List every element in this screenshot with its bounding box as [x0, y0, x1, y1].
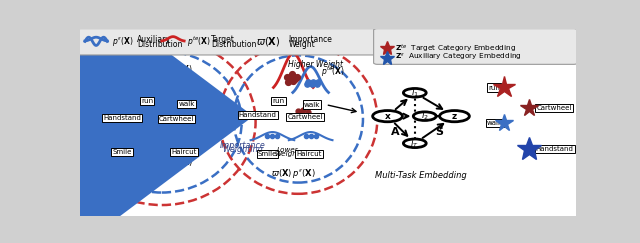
Text: $\varpi(\mathbf{X})$: $\varpi(\mathbf{X})$ — [256, 35, 280, 48]
FancyArrowPatch shape — [328, 105, 356, 113]
Text: Multi-Task Embedding: Multi-Task Embedding — [376, 171, 467, 180]
FancyBboxPatch shape — [374, 29, 577, 64]
Text: Haircut: Haircut — [296, 151, 322, 156]
Text: Handstand: Handstand — [536, 146, 573, 152]
Circle shape — [403, 139, 426, 148]
Text: $\mathbf{x}$: $\mathbf{x}$ — [384, 112, 391, 121]
Text: $\varpi(\mathbf{X})\,p^{\prime\prime}(\mathbf{X})$: $\varpi(\mathbf{X})\,p^{\prime\prime}(\m… — [271, 167, 316, 180]
FancyArrowPatch shape — [403, 114, 408, 119]
Text: Weight: Weight — [275, 150, 300, 157]
Text: $\mathbf{z}$: $\mathbf{z}$ — [451, 112, 458, 121]
Text: walk: walk — [179, 101, 195, 107]
Text: Target: Target — [211, 35, 236, 44]
Circle shape — [413, 112, 436, 121]
Text: $\mathbf{Z}^{te}$  Target Category Embedding: $\mathbf{Z}^{te}$ Target Category Embedd… — [395, 42, 516, 54]
Text: $l_1$: $l_1$ — [411, 87, 419, 99]
Text: Distribution: Distribution — [211, 40, 257, 49]
FancyBboxPatch shape — [80, 29, 576, 53]
Text: $p^{te}(\mathbf{X})$: $p^{te}(\mathbf{X})$ — [321, 65, 345, 79]
Circle shape — [372, 111, 403, 122]
Text: $p^{\prime\prime}(\mathbf{X})$: $p^{\prime\prime}(\mathbf{X})$ — [170, 156, 193, 168]
Text: $l_T$: $l_T$ — [410, 137, 419, 149]
Text: $\mathbf{Z}^{\prime\prime}$  Auxiliary Category Embedding: $\mathbf{Z}^{\prime\prime}$ Auxiliary Ca… — [395, 52, 522, 63]
Text: $\mathbf{S}$: $\mathbf{S}$ — [435, 125, 444, 137]
Text: Importance: Importance — [220, 141, 266, 150]
FancyBboxPatch shape — [77, 29, 380, 55]
Text: Weighting: Weighting — [222, 145, 263, 154]
Text: Cartwheel: Cartwheel — [287, 114, 323, 120]
Text: $p^{\prime\prime}(\mathbf{X})$: $p^{\prime\prime}(\mathbf{X})$ — [112, 35, 134, 48]
Circle shape — [403, 88, 426, 97]
Text: walk: walk — [304, 102, 321, 108]
Text: Higher Weight: Higher Weight — [288, 60, 343, 69]
Text: Smile: Smile — [258, 151, 277, 156]
Text: Handstand: Handstand — [103, 115, 141, 121]
Text: Auxiliary: Auxiliary — [137, 35, 171, 44]
FancyArrowPatch shape — [395, 123, 407, 136]
Text: Weight: Weight — [288, 40, 315, 49]
Text: Cartwheel: Cartwheel — [159, 116, 195, 122]
Text: Smile: Smile — [113, 149, 132, 155]
Text: run: run — [273, 98, 284, 104]
Circle shape — [440, 111, 469, 122]
Text: Importance: Importance — [288, 35, 332, 44]
Text: $l_2$: $l_2$ — [420, 110, 429, 122]
Text: $\mathbf{A}$: $\mathbf{A}$ — [390, 125, 401, 137]
FancyArrowPatch shape — [423, 98, 442, 109]
Text: $p^{te}(\mathbf{X})$: $p^{te}(\mathbf{X})$ — [187, 34, 211, 49]
Text: Lower: Lower — [276, 147, 298, 153]
Text: Handstand: Handstand — [239, 112, 276, 118]
FancyArrowPatch shape — [433, 114, 439, 119]
FancyArrowPatch shape — [396, 100, 406, 109]
Text: Cartwheel: Cartwheel — [536, 105, 572, 111]
Text: Haircut: Haircut — [172, 149, 197, 155]
FancyArrowPatch shape — [31, 0, 253, 243]
Text: $p^{tr}(\mathbf{X})$: $p^{tr}(\mathbf{X})$ — [170, 62, 193, 77]
Text: run: run — [488, 85, 500, 91]
Text: Distribution: Distribution — [137, 40, 182, 49]
FancyBboxPatch shape — [80, 53, 576, 216]
Text: walk: walk — [487, 120, 503, 126]
FancyArrowPatch shape — [422, 124, 444, 138]
Text: run: run — [141, 98, 153, 104]
